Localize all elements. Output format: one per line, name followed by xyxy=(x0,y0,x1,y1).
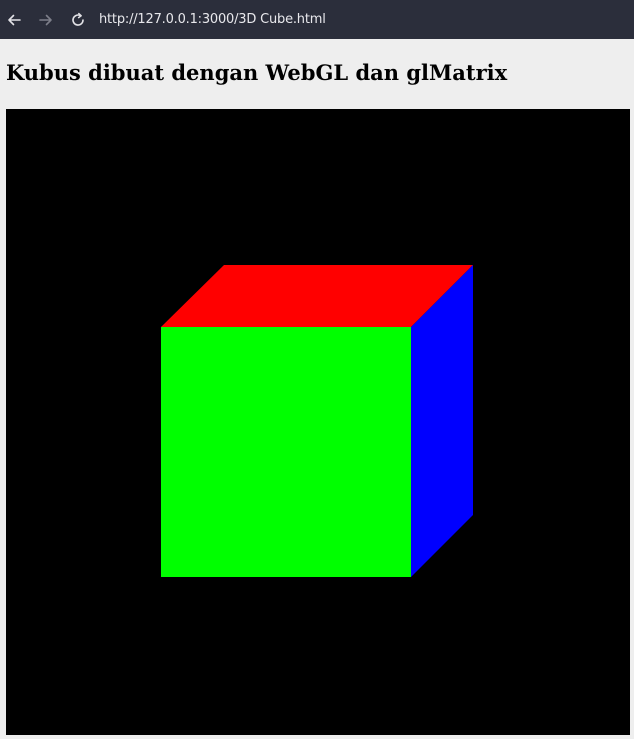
forward-button[interactable] xyxy=(35,9,57,31)
webgl-canvas[interactable] xyxy=(6,109,630,735)
front-face xyxy=(161,327,411,577)
right-face xyxy=(411,265,473,577)
back-button[interactable] xyxy=(3,9,25,31)
reload-icon xyxy=(72,12,84,26)
cube-render xyxy=(161,265,473,577)
page-title: Kubus dibuat dengan WebGL dan glMatrix xyxy=(6,60,508,85)
arrow-left-icon xyxy=(8,14,21,25)
browser-toolbar: http://127.0.0.1:3000/3D Cube.html xyxy=(0,0,634,39)
top-face xyxy=(161,265,473,327)
arrow-right-icon xyxy=(39,14,52,25)
reload-button[interactable] xyxy=(67,9,89,31)
address-bar-url[interactable]: http://127.0.0.1:3000/3D Cube.html xyxy=(99,12,326,27)
